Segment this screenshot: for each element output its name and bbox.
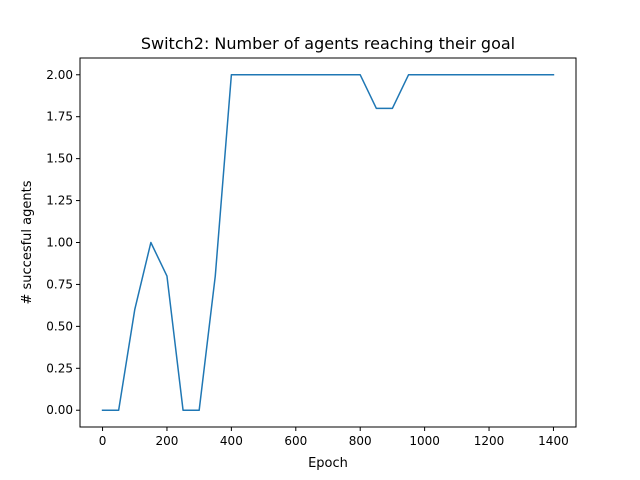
series-lines [101, 74, 555, 411]
y-tick-label: 0.00 [46, 403, 73, 417]
axis-ticks: 0 200 400 600 800 1000 1200 1400 0.00 0.25 0.50 0.7… [46, 68, 568, 448]
y-tick-label: 0.75 [46, 277, 73, 291]
y-axis-label: # succesful agents [20, 180, 35, 304]
chart-title: Switch2: Number of agents reaching their… [141, 34, 515, 53]
x-axis-label: Epoch [308, 456, 348, 471]
x-tick-label: 800 [349, 434, 372, 448]
y-tick-label: 1.75 [46, 110, 73, 124]
y-tick-label: 1.00 [46, 236, 73, 250]
x-tick-label: 600 [284, 434, 307, 448]
x-tick-label: 0 [99, 434, 107, 448]
x-tick-label: 200 [156, 434, 179, 448]
x-tick-label: 400 [220, 434, 243, 448]
x-tick-label: 1200 [474, 434, 505, 448]
x-tick-label: 1400 [538, 434, 569, 448]
y-tick-label: 1.50 [46, 152, 73, 166]
y-tick-label: 2.00 [46, 68, 73, 82]
x-tick-label: 1000 [409, 434, 440, 448]
y-tick-label: 0.50 [46, 319, 73, 333]
plot-area-frame [79, 57, 577, 428]
y-tick-label: 1.25 [46, 194, 73, 208]
y-tick-label: 0.25 [46, 361, 73, 375]
series-line [101, 74, 555, 411]
